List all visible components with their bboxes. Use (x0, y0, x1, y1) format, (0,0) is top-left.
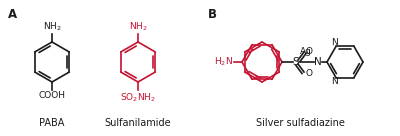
Text: O: O (306, 47, 313, 55)
Text: S: S (293, 57, 299, 67)
Text: N: N (331, 77, 337, 86)
Text: O: O (306, 69, 313, 78)
Text: NH$_2$: NH$_2$ (43, 21, 61, 33)
Text: N: N (314, 57, 322, 67)
Text: Silver sulfadiazine: Silver sulfadiazine (256, 118, 344, 128)
Text: H$_2$N: H$_2$N (214, 56, 233, 68)
Text: B: B (208, 8, 217, 21)
Text: Ag: Ag (300, 47, 312, 56)
Text: N: N (331, 38, 337, 47)
Text: COOH: COOH (38, 91, 66, 100)
Text: Sulfanilamide: Sulfanilamide (105, 118, 171, 128)
Text: NH$_2$: NH$_2$ (129, 21, 147, 33)
Text: A: A (8, 8, 17, 21)
Text: PABA: PABA (39, 118, 65, 128)
Text: SO$_2$NH$_2$: SO$_2$NH$_2$ (120, 91, 156, 103)
